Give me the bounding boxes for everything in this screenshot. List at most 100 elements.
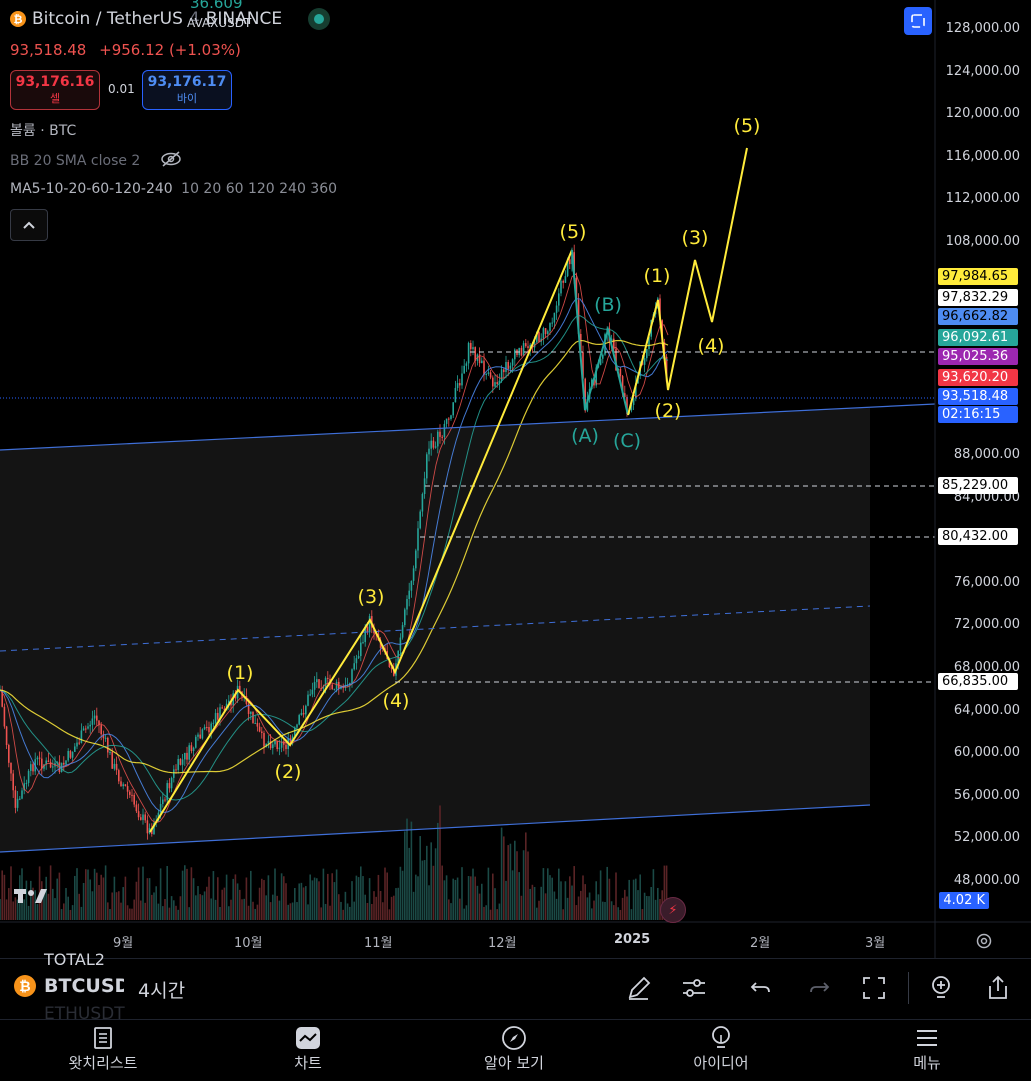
time-axis-label: 9월: [113, 936, 134, 951]
volume-bar: [258, 887, 261, 920]
volume-bar: [109, 909, 111, 920]
candle-body: [646, 349, 648, 359]
bb-indicator-label: BB 20 SMA close 2: [10, 153, 141, 169]
volume-bar: [91, 891, 94, 920]
fullscreen-button[interactable]: [904, 7, 932, 35]
flash-alert-icon[interactable]: ⚡: [660, 897, 686, 923]
volume-bar: [76, 868, 78, 920]
volume-bar: [441, 865, 443, 920]
volume-bar: [463, 908, 465, 920]
undo-icon[interactable]: [744, 972, 778, 1004]
price-axis-tick: 128,000.00: [945, 21, 1020, 36]
wave-labels: (1) (2) (3) (4) (5) (A) (B) (C) (1) (2) (3) (4) (5): [227, 115, 761, 783]
volume-bar: [597, 894, 600, 920]
volume-bar: [476, 885, 479, 920]
candle-body: [483, 360, 485, 375]
volume-bar: [135, 881, 138, 920]
volume-bar: [386, 872, 388, 920]
candle-body: [63, 762, 65, 765]
candle-body: [278, 747, 281, 750]
volume-bar: [25, 880, 28, 920]
settings-icon[interactable]: [975, 932, 993, 954]
candle-body: [272, 744, 274, 749]
volume-bar: [406, 818, 408, 920]
price-chart[interactable]: (1) (2) (3) (4) (5) (A) (B) (C) (1) (2) (3) (4) (5): [0, 0, 1031, 958]
candle-body: [170, 777, 173, 789]
candle-body: [366, 626, 369, 633]
candle-body: [294, 727, 296, 737]
fullscreen-corners-icon[interactable]: [857, 972, 891, 1004]
nav-menu[interactable]: 메뉴: [867, 1024, 987, 1073]
eye-off-icon[interactable]: [160, 151, 182, 171]
volume-bar: [206, 886, 208, 920]
candle-body: [104, 737, 107, 739]
candle-body: [135, 804, 138, 812]
price-axis-tick: 112,000.00: [945, 191, 1020, 207]
volume-bar: [1, 870, 3, 920]
candle-body: [599, 358, 602, 365]
ma-indicator-legend[interactable]: MA5-10-20-60-120-240 10 20 60 120 240 36…: [10, 181, 337, 197]
volume-bar: [124, 876, 127, 920]
candle-body: [41, 758, 43, 769]
volume-bar: [175, 905, 177, 920]
sell-button[interactable]: 93,176.16 셀: [10, 70, 100, 110]
time-axis-label: 2월: [750, 936, 771, 951]
volume-bar: [43, 893, 45, 920]
candle-body: [199, 734, 201, 739]
candle-body: [254, 722, 256, 724]
volume-bar: [575, 905, 578, 920]
buy-button[interactable]: 93,176.17 바이: [142, 70, 232, 110]
volume-bar: [63, 903, 65, 920]
candle-body: [89, 724, 91, 727]
draw-pencil-icon[interactable]: [622, 972, 656, 1004]
volume-bar: [311, 880, 314, 920]
candle-body: [177, 758, 179, 770]
candle-body: [212, 722, 215, 724]
bb-indicator-legend[interactable]: BB 20 SMA close 2: [10, 151, 182, 171]
symbol-header[interactable]: ₿ Bitcoin / TetherUS 4 BINANCE: [10, 8, 331, 30]
volume-bar: [168, 907, 171, 920]
volume-bar: [78, 893, 80, 920]
symbol-selector[interactable]: ₿ BTCUSDT: [14, 975, 124, 997]
volume-bar: [529, 888, 531, 920]
candle-body: [49, 762, 52, 768]
volume-bar: [159, 868, 162, 920]
share-icon[interactable]: [981, 972, 1015, 1004]
candle-body: [500, 369, 503, 381]
volume-bar: [544, 893, 547, 920]
nav-ideas[interactable]: 아이디어: [661, 1024, 781, 1073]
candle-body: [478, 354, 481, 364]
volume-bar: [338, 894, 340, 920]
nav-watchlist[interactable]: 왓치리스트: [43, 1024, 163, 1073]
indicators-sliders-icon[interactable]: [677, 972, 711, 1004]
volume-bar: [151, 894, 153, 920]
publish-idea-icon[interactable]: [924, 972, 958, 1004]
redo-icon[interactable]: [802, 972, 836, 1004]
candle-body: [276, 740, 278, 750]
nav-explore[interactable]: 알아 보기: [454, 1024, 574, 1073]
candle-body: [52, 766, 54, 768]
candle-body: [109, 752, 111, 754]
volume-bar: [613, 905, 615, 920]
volume-bar: [421, 860, 424, 920]
interval-selector[interactable]: 4시간: [138, 980, 186, 1002]
nav-label: 아이디어: [693, 1054, 749, 1072]
volume-bar: [0, 899, 1, 920]
volume-bar: [16, 899, 19, 920]
time-axis-label: 12월: [488, 936, 517, 951]
volume-bar: [604, 901, 606, 920]
moving-average-line: [0, 273, 669, 824]
volume-indicator-legend[interactable]: 볼륨 · BTC: [10, 123, 77, 139]
candle-body: [445, 418, 448, 424]
candle-body: [8, 745, 10, 763]
volume-bar: [536, 907, 538, 920]
nav-chart[interactable]: 차트: [248, 1024, 368, 1073]
candle-body: [630, 404, 633, 411]
collapse-legend-button[interactable]: [10, 209, 48, 241]
volume-bar: [584, 884, 586, 920]
candle-body: [168, 783, 171, 789]
price-tag: 97,832.29: [938, 289, 1018, 306]
candle-body: [362, 642, 364, 644]
volume-bar: [27, 905, 30, 920]
candle-body: [551, 322, 553, 324]
